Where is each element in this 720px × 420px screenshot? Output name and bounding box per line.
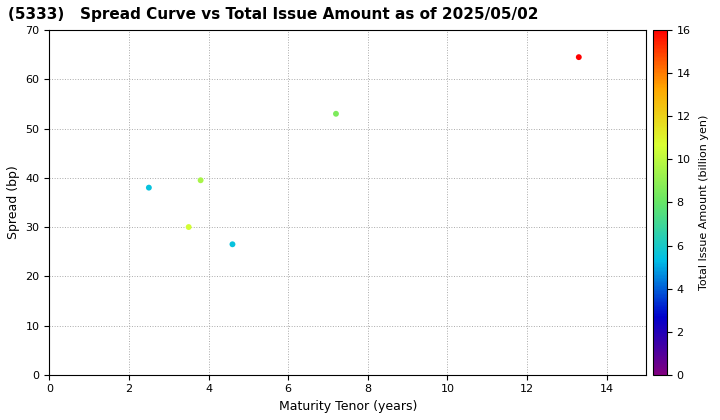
Point: [573, 54, 585, 60]
Point: [227, 241, 238, 248]
X-axis label: Maturity Tenor (years): Maturity Tenor (years): [279, 400, 417, 413]
Y-axis label: Total Issue Amount (billion yen): Total Issue Amount (billion yen): [699, 115, 709, 290]
Y-axis label: Spread (bp): Spread (bp): [7, 165, 20, 239]
Point: [195, 177, 207, 184]
Point: [183, 224, 194, 231]
Point: [143, 184, 155, 191]
Text: (5333)   Spread Curve vs Total Issue Amount as of 2025/05/02: (5333) Spread Curve vs Total Issue Amoun…: [7, 7, 538, 22]
Point: [330, 110, 342, 117]
